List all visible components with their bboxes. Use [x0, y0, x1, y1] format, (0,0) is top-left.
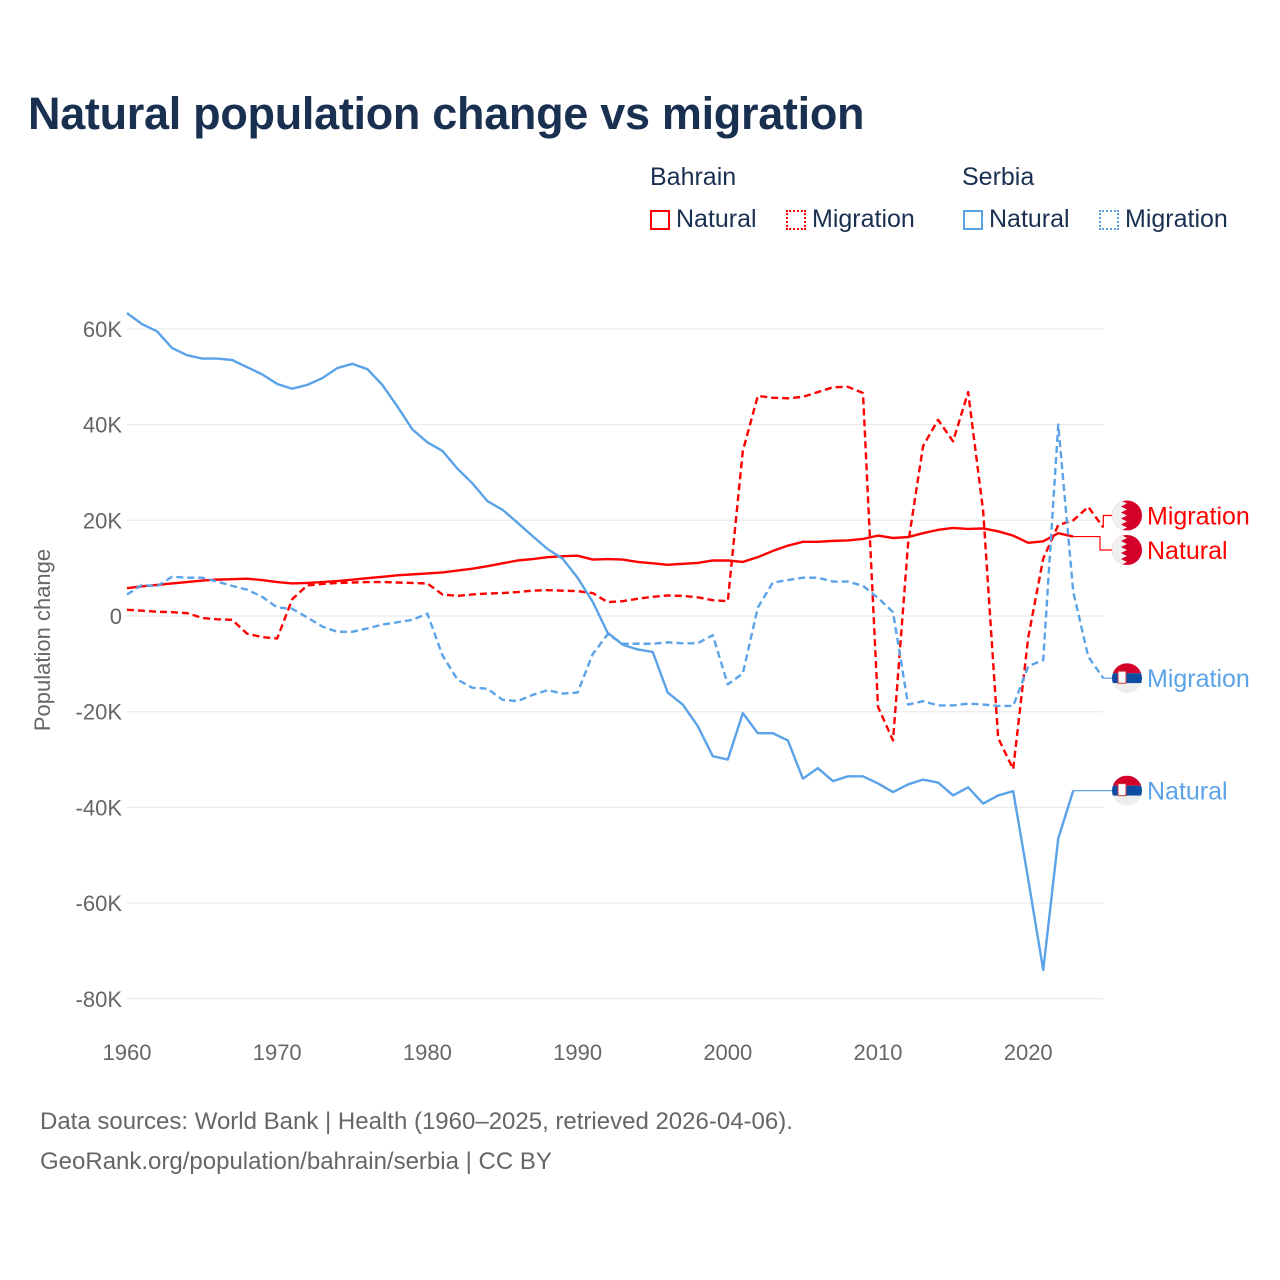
label-connector [1102, 514, 1113, 528]
chart-title: Natural population change vs migration [28, 88, 865, 139]
flag-body [1112, 500, 1142, 531]
flag-white-stripe [1112, 795, 1142, 806]
y-tick-label: 20K [83, 508, 122, 533]
legend-label: Migration [1125, 205, 1228, 233]
flag-red-stripe [1112, 775, 1142, 786]
series-end-label: Natural [1147, 778, 1228, 806]
flag-body [1112, 663, 1142, 694]
legend-swatch-dotted [1099, 209, 1119, 230]
y-tick-label: 60K [83, 317, 122, 342]
series-line-serbia-migration [126, 423, 1105, 708]
series-line-bahrain-migration [126, 385, 1105, 771]
flag-blue-stripe [1112, 785, 1142, 796]
bahrain-flag-icon [1112, 534, 1142, 565]
bahrain-flag-icon [1112, 500, 1142, 531]
legend-serbia-natural[interactable]: Natural [963, 205, 1070, 234]
x-tick-label: 2000 [703, 1040, 752, 1065]
series-line-serbia-natural [126, 312, 1075, 972]
legend-label: Natural [989, 205, 1070, 233]
flag-body [1112, 775, 1142, 806]
legend-group-bahrain: Bahrain [650, 163, 737, 191]
flag-body [1112, 534, 1142, 565]
x-tick-label: 2010 [854, 1040, 903, 1065]
series-end-label: Natural [1147, 537, 1228, 565]
y-tick-label: 0 [110, 604, 122, 629]
serbia-flag-icon [1112, 775, 1142, 806]
serbia-flag-icon [1112, 663, 1142, 694]
legend-swatch-dotted [786, 209, 806, 230]
y-tick-label: -60K [76, 891, 123, 916]
flag-white-serration [1112, 500, 1127, 531]
legend-label: Natural [676, 205, 757, 233]
flag-red-stripe [1112, 663, 1142, 674]
y-tick-label: -40K [76, 795, 123, 820]
legend-serbia-migration[interactable]: Migration [1099, 205, 1228, 234]
x-tick-label: 1990 [553, 1040, 602, 1065]
legend-bahrain-natural[interactable]: Natural [650, 205, 757, 234]
footer-link[interactable]: GeoRank.org/population/bahrain/serbia | … [40, 1148, 552, 1175]
y-tick-label: -20K [76, 700, 123, 725]
x-tick-label: 2020 [1004, 1040, 1053, 1065]
flag-white-stripe [1112, 683, 1142, 694]
legend-swatch-solid [963, 209, 983, 230]
legend-label: Migration [812, 205, 915, 233]
flag-white-serration [1112, 534, 1127, 565]
series-line-bahrain-natural [126, 526, 1074, 590]
legend-swatch-solid [650, 209, 670, 230]
footer-source: Data sources: World Bank | Health (1960–… [40, 1108, 793, 1135]
x-tick-label: 1980 [403, 1040, 452, 1065]
flag-emblem [1117, 783, 1127, 797]
label-connector [1073, 535, 1113, 551]
y-axis-label: Population change [30, 549, 55, 731]
x-tick-label: 1960 [103, 1040, 152, 1065]
legend-bahrain-migration[interactable]: Migration [786, 205, 915, 234]
flag-blue-stripe [1112, 673, 1142, 684]
flag-emblem [1117, 670, 1127, 684]
series-end-label: Migration [1147, 503, 1250, 531]
legend-group-serbia: Serbia [962, 163, 1035, 191]
y-tick-label: -80K [76, 987, 123, 1012]
y-tick-label: 40K [83, 413, 122, 438]
series-end-label: Migration [1147, 665, 1250, 693]
x-tick-label: 1970 [253, 1040, 302, 1065]
